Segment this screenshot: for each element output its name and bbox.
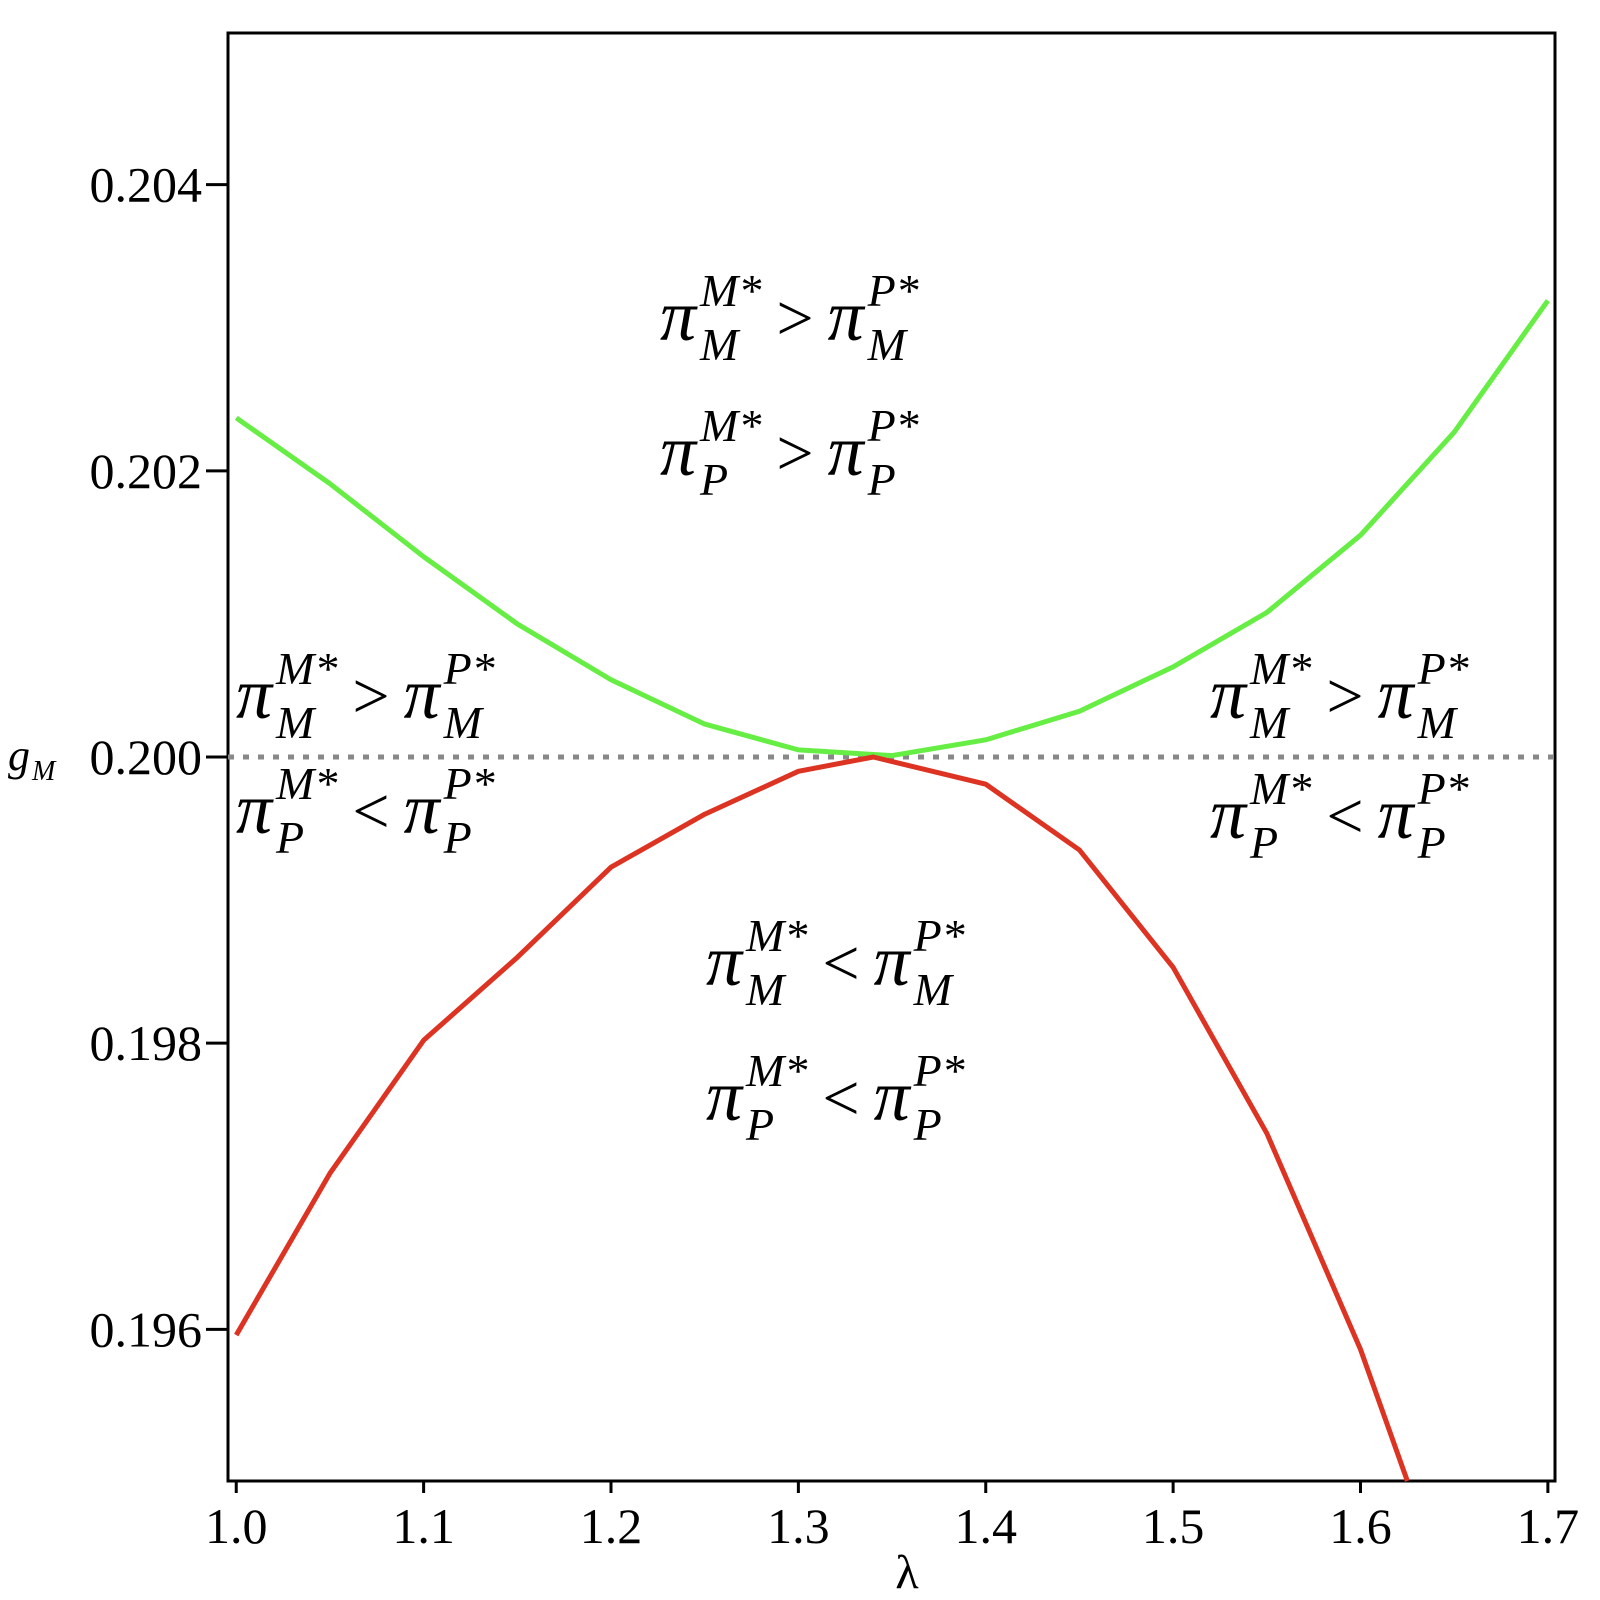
annotation-symbol: π [1378,774,1416,854]
y-tick-label: 0.202 [90,443,203,499]
annotation-subscript: P [1249,817,1278,868]
annotation-symbol: π [1210,654,1248,734]
annotation-superscript: P* [443,643,495,694]
annotation-symbol: π [404,654,442,734]
x-tick-label: 1.2 [580,1498,643,1554]
annotation-subscript: P [867,454,896,505]
annotation-operator: < [1326,780,1363,853]
annotation-superscript: P* [913,910,965,961]
annotation-superscript: P* [913,1045,965,1096]
x-axis-label: λ [895,1546,919,1599]
annotation-superscript: M* [1249,763,1311,814]
annotation-symbol: π [236,769,274,849]
annotation-superscript: P* [1417,763,1469,814]
annotation-superscript: M* [745,1045,807,1096]
annotation-superscript: P* [443,758,495,809]
annotation-superscript: M* [275,758,337,809]
y-tick-label: 0.198 [90,1015,203,1071]
annotation-operator: > [776,417,813,490]
x-tick-label: 1.7 [1517,1498,1580,1554]
annotation-subscript: M [745,964,787,1015]
x-tick-label: 1.0 [205,1498,268,1554]
data-line [234,754,1410,1482]
x-tick-label: 1.5 [1142,1498,1205,1554]
annotation-subscript: P [745,1099,774,1150]
annotation-operator: < [352,775,389,848]
annotation-operator: < [822,927,859,1000]
annotation-subscript: M [699,319,741,370]
annotation-superscript: P* [1417,643,1469,694]
annotation-symbol: π [1210,774,1248,854]
annotation-symbol: π [828,276,866,356]
annotation-symbol: π [660,411,698,491]
data-line [234,299,1550,759]
annotation-superscript: P* [867,265,919,316]
annotation-superscript: P* [867,400,919,451]
annotation-subscript: M [913,964,955,1015]
annotation-subscript: M [1417,697,1459,748]
y-axis-label: g [8,731,30,780]
x-tick-label: 1.6 [1329,1498,1392,1554]
annotation-operator: > [1326,660,1363,733]
annotation-superscript: M* [699,265,761,316]
annotation-subscript: P [913,1099,942,1150]
annotation-symbol: π [1378,654,1416,734]
y-tick-label: 0.196 [90,1301,203,1357]
annotation-operator: < [822,1062,859,1135]
annotation-symbol: π [706,921,744,1001]
annotation-subscript: P [1417,817,1446,868]
annotation-subscript: M [443,697,485,748]
annotation-superscript: M* [745,910,807,961]
annotation-operator: > [776,282,813,355]
y-axis-label-subscript: M [31,756,57,787]
annotation-subscript: M [867,319,909,370]
x-tick-label: 1.3 [767,1498,830,1554]
annotation-superscript: M* [699,400,761,451]
annotation-subscript: P [443,812,472,863]
annotation-symbol: π [874,921,912,1001]
y-tick-label: 0.200 [90,729,203,785]
x-tick-label: 1.1 [392,1498,455,1554]
annotation-symbol: π [706,1056,744,1136]
annotation-symbol: π [828,411,866,491]
annotation-symbol: π [874,1056,912,1136]
annotation-subscript: P [275,812,304,863]
annotation-superscript: M* [1249,643,1311,694]
y-tick-label: 0.204 [90,157,203,213]
annotation-superscript: M* [275,643,337,694]
annotation-symbol: π [660,276,698,356]
annotation-subscript: M [275,697,317,748]
x-tick-label: 1.4 [955,1498,1018,1554]
annotation-subscript: M [1249,697,1291,748]
annotation-operator: > [352,660,389,733]
annotation-symbol: π [236,654,274,734]
annotation-symbol: π [404,769,442,849]
annotation-subscript: P [699,454,728,505]
